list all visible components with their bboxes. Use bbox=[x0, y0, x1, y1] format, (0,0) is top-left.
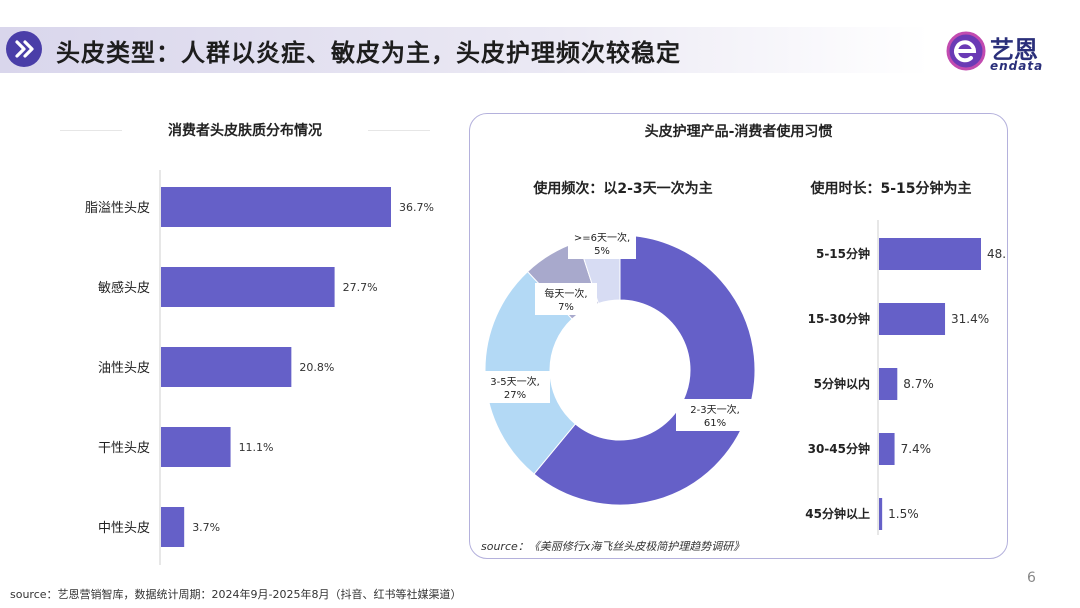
left-chart-title: 消费者头皮肤质分布情况 bbox=[168, 123, 322, 139]
left-title-rule-left bbox=[60, 130, 122, 131]
donut-label-box bbox=[480, 371, 550, 403]
bar-category-label: 30-45分钟 bbox=[808, 441, 870, 456]
frequency-chart-title: 使用频次：以2-3天一次为主 bbox=[533, 181, 713, 197]
bar bbox=[879, 498, 883, 530]
bar-value-label: 27.7% bbox=[343, 281, 378, 294]
bar-category-label: 油性头皮 bbox=[98, 361, 150, 376]
bar bbox=[161, 427, 231, 467]
bar-category-label: 脂溢性头皮 bbox=[85, 201, 150, 216]
donut-label-box bbox=[568, 227, 636, 259]
duration-chart-title: 使用时长：5-15分钟为主 bbox=[810, 181, 972, 197]
donut-slice-label: >=6天一次, bbox=[574, 231, 630, 244]
title-bar bbox=[0, 27, 930, 73]
bar bbox=[879, 303, 946, 335]
page-number: 6 bbox=[1027, 570, 1036, 586]
skin-type-bar-chart: 脂溢性头皮 36.7% 敏感头皮 27.7% 油性头皮 20.8% 干性头皮 11.1% 中性头… bbox=[85, 170, 434, 565]
duration-bar-chart: 5-15分钟 48.5% 15-30分钟 31.4% 5分钟以内 8.7% 30-45分钟 7… bbox=[805, 220, 1006, 535]
bar-category-label: 敏感头皮 bbox=[98, 280, 150, 296]
bar bbox=[161, 187, 391, 227]
logo-chinese-name: 艺恩 bbox=[990, 36, 1038, 64]
bar bbox=[879, 238, 981, 270]
usage-habits-panel-title: 头皮护理产品-消费者使用习惯 bbox=[644, 124, 833, 140]
bar bbox=[161, 507, 185, 547]
bar-value-label: 7.4% bbox=[901, 442, 932, 456]
bar-value-label: 31.4% bbox=[951, 312, 989, 326]
donut-label-box bbox=[676, 399, 754, 431]
bar-category-label: 15-30分钟 bbox=[808, 311, 870, 326]
bar bbox=[879, 433, 895, 465]
bar-value-label: 1.5% bbox=[888, 507, 919, 521]
page-title: 头皮类型：人群以炎症、敏皮为主，头皮护理频次较稳定 bbox=[56, 39, 681, 67]
bar-value-label: 36.7% bbox=[399, 201, 434, 214]
donut-slice-value: 27% bbox=[504, 390, 526, 401]
bar bbox=[161, 267, 335, 307]
donut-slice-value: 7% bbox=[558, 302, 574, 313]
left-title-rule-right bbox=[368, 130, 430, 131]
bar-category-label: 中性头皮 bbox=[98, 521, 150, 536]
donut-slice-value: 61% bbox=[704, 418, 726, 429]
bar-category-label: 45分钟以上 bbox=[805, 506, 870, 521]
donut-slice-label: 2-3天一次, bbox=[690, 403, 740, 416]
donut-label-box bbox=[535, 283, 597, 315]
bar-value-label: 20.8% bbox=[299, 361, 334, 374]
donut-slice-label: 每天一次, bbox=[544, 287, 587, 300]
bar bbox=[879, 368, 898, 400]
bar-value-label: 3.7% bbox=[192, 521, 220, 534]
endata-logo bbox=[946, 31, 986, 71]
bar-category-label: 5-15分钟 bbox=[816, 246, 870, 261]
bar-value-label: 8.7% bbox=[903, 377, 934, 391]
frequency-donut-chart: 2-3天一次, 61% 3-5天一次, 27% 每天一次, 7% >=6天一次, 5% bbox=[480, 227, 756, 506]
logo-english-name: endata bbox=[990, 59, 1044, 73]
bar-value-label: 48.5% bbox=[987, 247, 1006, 261]
bar-value-label: 11.1% bbox=[239, 441, 274, 454]
panel-source-note: source：《美丽修行x海飞丝头皮极简护理趋势调研》 bbox=[481, 540, 745, 553]
footer-source-note: source：艺恩营销智库，数据统计周期：2024年9月-2025年8月（抖音、… bbox=[10, 588, 462, 601]
bar bbox=[161, 347, 292, 387]
bar-category-label: 5分钟以内 bbox=[814, 376, 870, 391]
double-chevron-right-icon bbox=[6, 31, 42, 67]
donut-slice bbox=[533, 234, 756, 506]
donut-slice-label: 3-5天一次, bbox=[490, 375, 540, 388]
bar-category-label: 干性头皮 bbox=[98, 441, 150, 456]
donut-slice-value: 5% bbox=[594, 246, 610, 257]
